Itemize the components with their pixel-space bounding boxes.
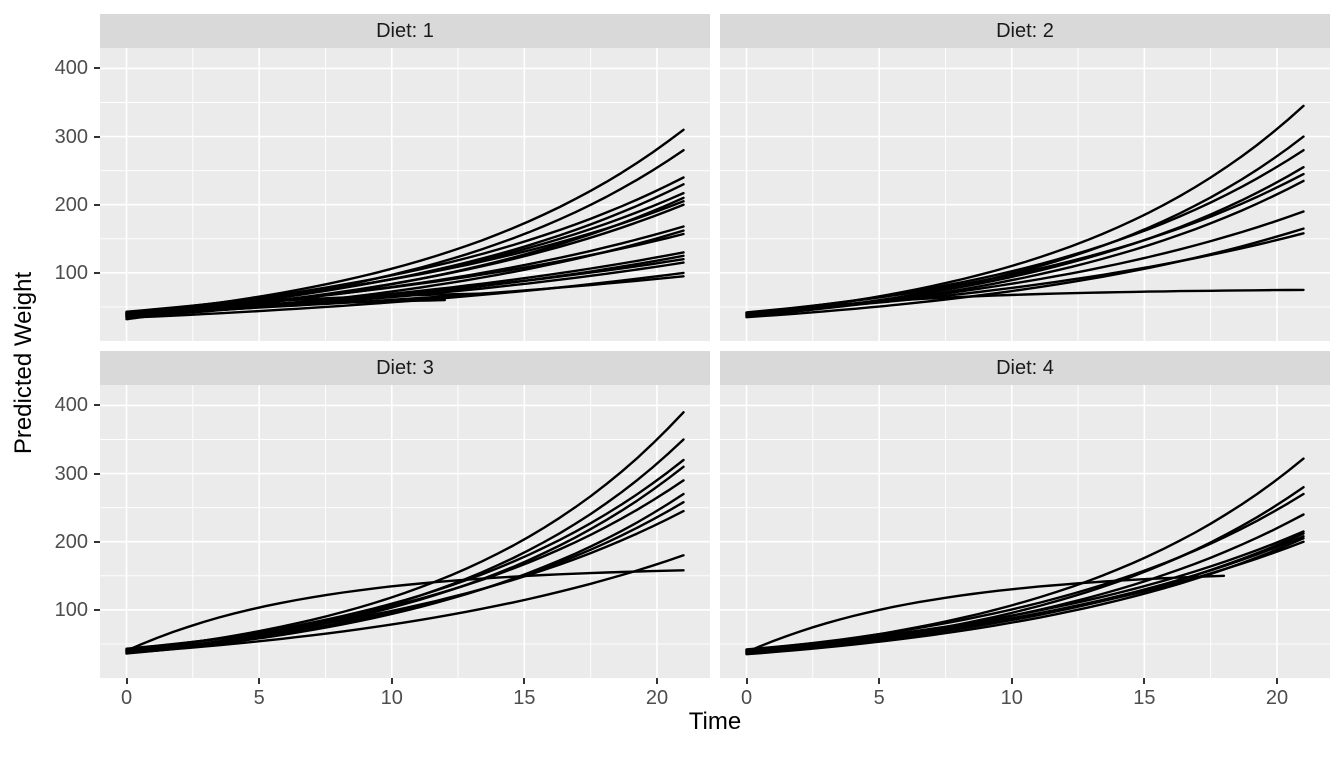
facet-strip-diet-1: Diet: 1 xyxy=(100,14,710,48)
prediction-line xyxy=(125,569,685,652)
prediction-line xyxy=(125,501,685,653)
panel-background xyxy=(720,48,1330,341)
panel-svg-diet-4 xyxy=(720,385,1330,678)
plot-panel-diet-2 xyxy=(720,48,1330,341)
x-tick-mark xyxy=(258,678,261,684)
panel-svg-diet-1 xyxy=(100,48,710,341)
facet-strip-diet-4: Diet: 4 xyxy=(720,351,1330,385)
x-tick-mark xyxy=(655,678,658,684)
prediction-line xyxy=(745,288,1305,317)
x-tick-mark xyxy=(523,678,526,684)
y-tick-label: 100 xyxy=(54,261,88,284)
facet-diet-2: Diet: 2 xyxy=(720,14,1330,341)
x-tick-label: 10 xyxy=(380,687,403,709)
y-tick-label: 100 xyxy=(54,598,88,621)
x-tick-mark xyxy=(1143,678,1146,684)
prediction-line xyxy=(125,309,181,321)
facet-diet-4: Diet: 4 xyxy=(720,351,1330,678)
y-tick-mark xyxy=(94,135,100,138)
x-tick-label: 0 xyxy=(120,687,133,709)
y-axis-title: Predicted Weight xyxy=(10,271,37,455)
x-tick-label: 5 xyxy=(253,687,265,709)
facet-diet-1: Diet: 1 xyxy=(100,14,710,341)
x-tick-label: 20 xyxy=(1265,687,1289,709)
x-tick-mark xyxy=(390,678,393,684)
plot-panel-diet-3 xyxy=(100,385,710,678)
facet-strip-diet-3: Diet: 3 xyxy=(100,351,710,385)
prediction-line xyxy=(125,554,685,654)
prediction-line xyxy=(745,540,1305,652)
x-axis-title: Time xyxy=(688,708,742,735)
y-tick-label: 300 xyxy=(54,462,88,485)
prediction-line xyxy=(745,574,1226,654)
plot-panel-diet-4 xyxy=(720,385,1330,678)
x-tick-label: 10 xyxy=(1000,687,1023,709)
panel-background xyxy=(720,385,1330,678)
panel-svg-diet-3 xyxy=(100,385,710,678)
prediction-line xyxy=(745,172,1305,314)
x-tick-label: 0 xyxy=(740,687,753,709)
prediction-line xyxy=(125,509,685,650)
prediction-line xyxy=(125,292,499,316)
x-tick-mark xyxy=(1275,678,1278,684)
x-tick-mark xyxy=(878,678,881,684)
y-tick-mark xyxy=(94,540,100,543)
y-tick-label: 300 xyxy=(54,125,88,148)
prediction-line xyxy=(125,200,685,313)
y-tick-mark xyxy=(94,203,100,206)
y-tick-label: 400 xyxy=(54,394,88,417)
y-tick-mark xyxy=(94,67,100,70)
panel-background xyxy=(100,385,710,678)
x-tick-label: 20 xyxy=(645,687,669,709)
y-tick-mark xyxy=(94,608,100,611)
plot-panel-diet-1 xyxy=(100,48,710,341)
x-tick-mark xyxy=(125,678,128,684)
facet-strip-diet-2: Diet: 2 xyxy=(720,14,1330,48)
y-tick-label: 200 xyxy=(54,193,88,216)
y-tick-mark xyxy=(94,472,100,475)
y-tick-label: 200 xyxy=(54,530,88,553)
x-tick-mark xyxy=(1010,678,1013,684)
facet-diet-3: Diet: 3 xyxy=(100,351,710,678)
y-tick-label: 400 xyxy=(54,57,88,80)
x-tick-label: 15 xyxy=(1133,687,1156,709)
x-tick-label: 5 xyxy=(873,687,885,709)
panel-svg-diet-2 xyxy=(720,48,1330,341)
prediction-line xyxy=(745,232,1305,315)
y-tick-mark xyxy=(94,271,100,274)
x-tick-mark xyxy=(745,678,748,684)
y-tick-mark xyxy=(94,404,100,407)
x-tick-label: 15 xyxy=(513,687,536,709)
